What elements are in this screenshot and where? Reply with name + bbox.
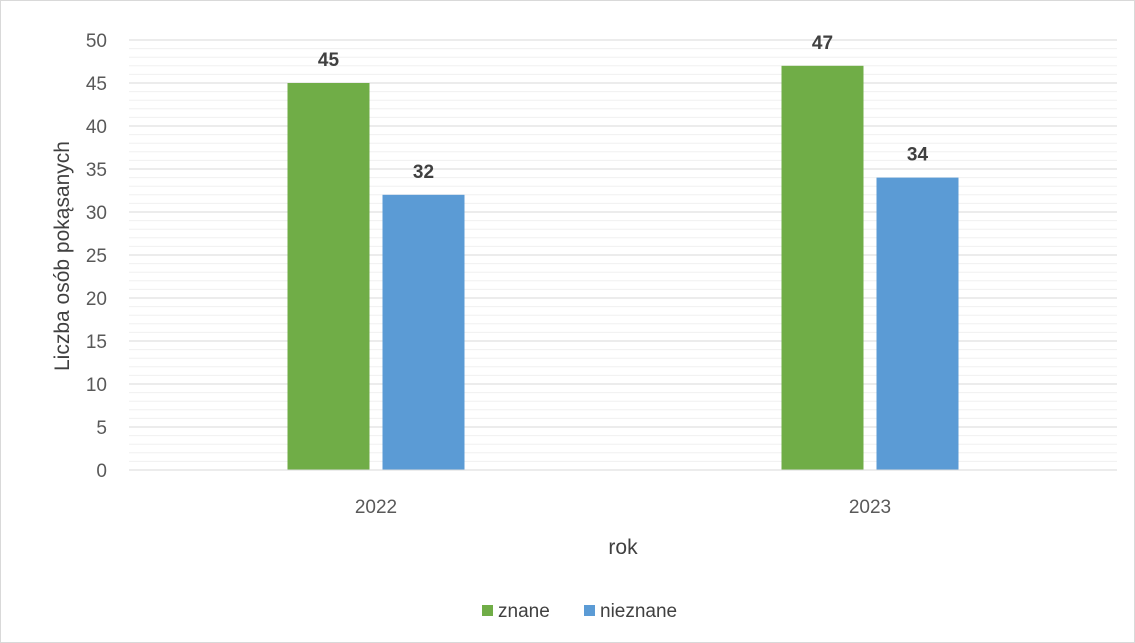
gridlines [129,39,1117,462]
legend-label-znane: znane [498,601,550,622]
y-tick-label: 45 [86,74,107,95]
y-tick-label: 15 [86,332,107,353]
y-tick-label: 40 [86,117,107,138]
y-tick-label: 30 [86,203,107,224]
data-labels: 45 32 47 34 [318,33,929,183]
y-tick-label: 10 [86,375,107,396]
data-label: 32 [413,162,434,183]
legend-swatch-znane [482,605,493,616]
y-tick-label: 5 [96,418,107,439]
legend-swatch-nieznane [584,605,595,616]
y-tick-label: 35 [86,160,107,181]
data-label: 34 [907,145,929,166]
data-label: 45 [318,50,340,71]
bars [287,65,959,471]
bar-znane-2023 [781,65,864,471]
y-tick-label: 50 [86,31,107,52]
x-axis-ticks: 2022 2023 [355,497,891,518]
y-tick-label: 20 [86,289,107,310]
y-tick-label: 25 [86,246,107,267]
bar-znane-2022 [287,83,370,470]
legend-label-nieznane: nieznane [600,601,677,622]
legend: znane nieznane [482,601,677,622]
bar-nieznane-2022 [382,194,465,471]
x-tick-label: 2022 [355,497,397,518]
y-axis-title: Liczba osób pokąsanych [51,141,74,371]
x-axis-title: rok [608,536,638,559]
x-tick-label: 2023 [849,497,891,518]
bar-nieznane-2023 [876,177,959,470]
y-axis-ticks: 0 5 10 15 20 25 30 35 40 45 50 [86,31,107,482]
y-tick-label: 0 [96,461,107,482]
data-label: 47 [812,33,833,54]
